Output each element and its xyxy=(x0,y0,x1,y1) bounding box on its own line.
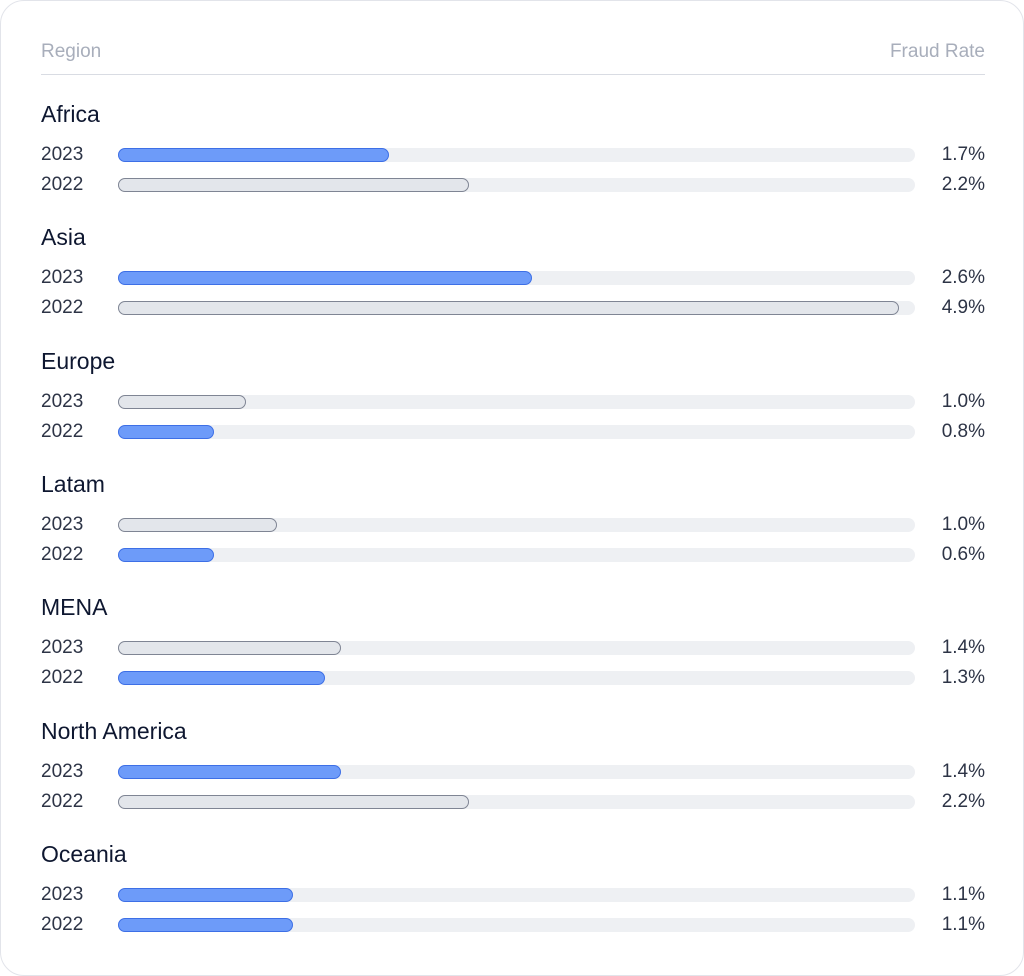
fraud-rate-value: 1.3% xyxy=(941,667,985,689)
bar-row: 2023 1.4% xyxy=(41,760,985,782)
region-name: Latam xyxy=(41,470,105,497)
bar-fill xyxy=(118,641,341,656)
fraud-rate-column-header: Fraud Rate xyxy=(889,41,985,62)
bar-track xyxy=(118,641,915,656)
bar-fill xyxy=(118,424,214,439)
bar-fill xyxy=(118,148,389,162)
region-group: Oceania 2023 1.1% 2022 1.1% xyxy=(41,841,985,951)
bar-track xyxy=(118,547,915,562)
year-label: 2022 xyxy=(41,913,84,935)
bar-fill xyxy=(118,517,277,532)
region-group: North America 2023 1.4% 2022 2.2% xyxy=(41,718,985,828)
bar-track xyxy=(118,671,915,686)
fraud-rate-value: 1.1% xyxy=(941,883,985,905)
fraud-rate-value: 4.9% xyxy=(941,297,985,319)
year-label: 2022 xyxy=(41,420,84,442)
bar-row: 2023 1.4% xyxy=(41,638,985,658)
year-label: 2022 xyxy=(41,667,84,689)
region-group: Asia 2023 2.6% 2022 4.9% xyxy=(41,224,985,334)
region-group: MENA 2023 1.4% 2022 1.3% xyxy=(41,594,985,704)
bar-row: 2022 0.6% xyxy=(41,543,985,565)
bar-fill xyxy=(118,671,325,686)
region-group: Africa 2023 1.7% 2022 2.2% xyxy=(41,101,985,211)
year-label: 2023 xyxy=(41,144,84,165)
bar-fill xyxy=(118,887,293,902)
bar-track xyxy=(118,794,915,809)
region-name: Europe xyxy=(41,347,116,374)
bar-fill xyxy=(118,301,899,316)
region-name: Oceania xyxy=(41,840,127,867)
year-label: 2022 xyxy=(41,297,84,319)
bar-fill xyxy=(118,271,532,286)
bar-track xyxy=(118,271,915,286)
bar-row: 2022 1.3% xyxy=(41,668,985,688)
year-label: 2023 xyxy=(41,267,84,289)
table-header: Region Fraud Rate xyxy=(41,39,985,75)
region-group: Europe 2023 1.0% 2022 0.8% xyxy=(41,348,985,458)
bar-row: 2022 2.2% xyxy=(41,175,985,195)
bar-fill xyxy=(118,764,341,779)
bar-row: 2023 1.0% xyxy=(41,390,985,412)
bar-track xyxy=(118,887,915,902)
bar-row: 2023 1.7% xyxy=(41,145,985,165)
fraud-rate-value: 1.0% xyxy=(941,390,985,412)
bar-fill xyxy=(118,794,469,809)
year-label: 2023 xyxy=(41,390,84,412)
fraud-rate-value: 0.8% xyxy=(941,420,985,442)
fraud-rate-value: 1.4% xyxy=(941,760,985,782)
bar-track xyxy=(118,764,915,779)
bar-track xyxy=(118,424,915,439)
bar-track xyxy=(118,148,915,162)
year-label: 2022 xyxy=(41,543,84,565)
bar-fill xyxy=(118,917,293,932)
bar-track xyxy=(118,517,915,532)
fraud-rate-value: 1.1% xyxy=(941,913,985,935)
fraud-rate-value: 0.6% xyxy=(941,543,985,565)
bar-row: 2022 1.1% xyxy=(41,913,985,935)
fraud-rate-value: 2.2% xyxy=(941,174,985,195)
bar-track xyxy=(118,178,915,192)
bar-track xyxy=(118,394,915,409)
region-name: North America xyxy=(41,717,187,744)
bar-row: 2023 2.6% xyxy=(41,268,985,288)
bar-row: 2022 4.9% xyxy=(41,298,985,318)
year-label: 2023 xyxy=(41,883,84,905)
fraud-rate-value: 1.7% xyxy=(941,144,985,165)
bar-fill xyxy=(118,547,214,562)
bar-row: 2022 2.2% xyxy=(41,790,985,812)
bar-track xyxy=(118,301,915,316)
fraud-rate-value: 1.4% xyxy=(941,637,985,659)
fraud-rate-value: 2.2% xyxy=(941,790,985,812)
year-label: 2022 xyxy=(41,174,84,195)
bar-fill xyxy=(118,394,246,409)
year-label: 2023 xyxy=(41,760,84,782)
bar-row: 2022 0.8% xyxy=(41,420,985,442)
bar-row: 2023 1.1% xyxy=(41,883,985,905)
year-label: 2023 xyxy=(41,637,84,659)
region-name: Africa xyxy=(41,101,100,127)
region-group: Latam 2023 1.0% 2022 0.6% xyxy=(41,471,985,581)
region-column-header: Region xyxy=(41,41,102,62)
year-label: 2023 xyxy=(41,513,84,535)
bar-row: 2023 1.0% xyxy=(41,513,985,535)
fraud-rate-value: 2.6% xyxy=(941,267,985,289)
year-label: 2022 xyxy=(41,790,84,812)
fraud-rate-value: 1.0% xyxy=(941,513,985,535)
region-name: Asia xyxy=(41,224,86,251)
bar-fill xyxy=(118,178,469,192)
region-name: MENA xyxy=(41,594,108,621)
bar-track xyxy=(118,917,915,932)
